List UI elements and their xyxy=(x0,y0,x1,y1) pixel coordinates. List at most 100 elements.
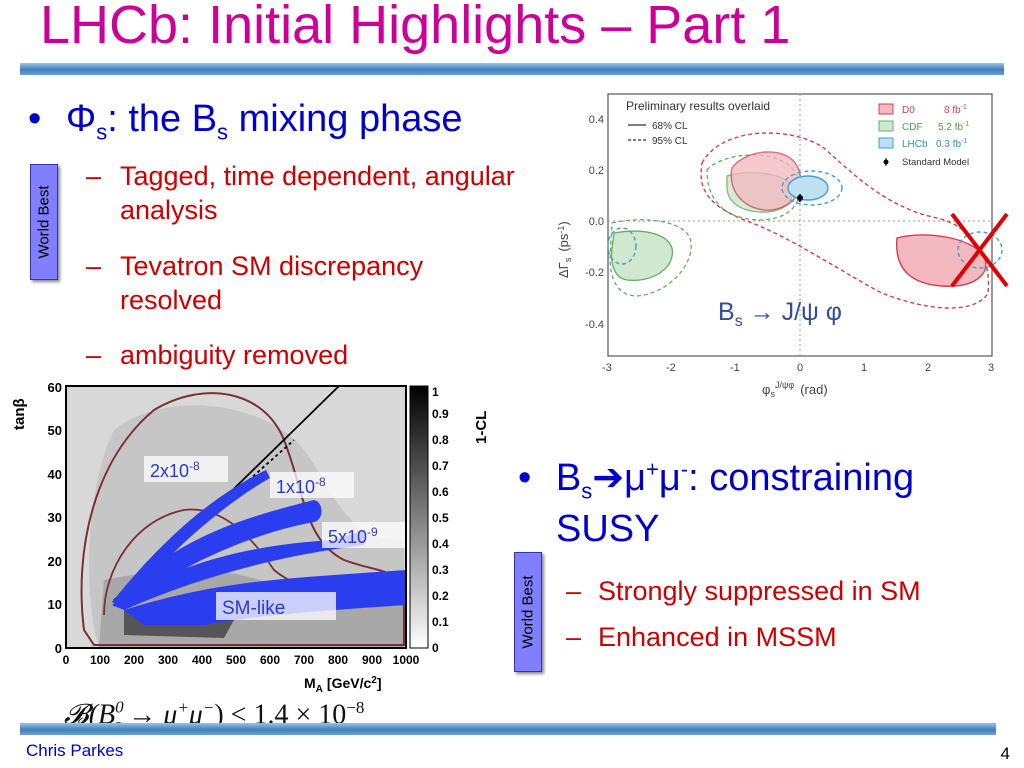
svg-text:800: 800 xyxy=(328,653,348,667)
svg-text:-2: -2 xyxy=(666,362,676,374)
world-best-badge-2: World Best xyxy=(514,552,542,672)
phi-sub: s xyxy=(96,119,108,145)
svg-text:0: 0 xyxy=(55,641,62,656)
svg-text:0.1: 0.1 xyxy=(432,615,449,629)
svg-text:0.2: 0.2 xyxy=(432,589,449,603)
footer-rule xyxy=(20,723,996,735)
sub-bullet-1-text: Tagged, time dependent, angular analysis xyxy=(120,161,515,225)
svg-text:-1: -1 xyxy=(730,362,740,374)
legend-title: Preliminary results overlaid xyxy=(626,99,770,113)
arrow-icon: ➔ xyxy=(592,457,625,499)
colorbar xyxy=(409,385,429,649)
band-label-4: SM-like xyxy=(222,598,285,619)
svg-text:1000: 1000 xyxy=(393,653,420,667)
svg-text:-3: -3 xyxy=(602,362,612,374)
world-best-text-2: World Best xyxy=(519,575,537,649)
lhcb-68-region xyxy=(787,175,829,201)
bullet-bsmumu-line2: SUSY xyxy=(556,508,660,550)
legend-cdf-lumi: 5.2 fb-1 xyxy=(938,121,969,133)
svg-text:30: 30 xyxy=(48,510,62,525)
sub-bullet-4-text: Strongly suppressed in SM xyxy=(598,576,921,606)
svg-text:2: 2 xyxy=(925,362,931,374)
susy-constraint-plot: 2x10-8 1x10-8 5x10-9 SM-like 1 0.9 0.8 0… xyxy=(4,370,494,696)
legend-lhcb-lumi: 0.3 fb-1 xyxy=(936,138,967,150)
page-number: 4 xyxy=(1000,744,1010,763)
svg-text:500: 500 xyxy=(226,653,246,667)
svg-text:100: 100 xyxy=(90,653,110,667)
svg-text:0.3: 0.3 xyxy=(432,563,449,577)
legend-d0-lumi: 8 fb-1 xyxy=(944,104,967,116)
plot1-y-ticks: 0.4 0.2 0.0 -0.2 -0.4 xyxy=(585,114,604,331)
svg-text:400: 400 xyxy=(192,653,212,667)
contour-outer xyxy=(80,392,405,646)
svg-text:60: 60 xyxy=(48,380,62,395)
sub-bullet-3: – ambiguity removed xyxy=(86,338,516,372)
colorbar-label: 1-CL xyxy=(473,411,490,444)
svg-text:0.0: 0.0 xyxy=(589,216,604,228)
legend-95: 95% CL xyxy=(652,136,688,147)
svg-text:600: 600 xyxy=(260,653,280,667)
bs-sub: s xyxy=(217,119,229,145)
title-rule xyxy=(20,63,1004,75)
svg-text:0.4: 0.4 xyxy=(432,537,449,551)
cdf-68-region xyxy=(610,230,673,282)
sub-bullet-5: – Enhanced in MSSM xyxy=(566,620,1016,654)
bullet-mid: : the B xyxy=(107,98,218,140)
plot2-x-label: MA [GeV/c2] xyxy=(304,675,382,695)
svg-text:0.5: 0.5 xyxy=(432,511,449,525)
svg-text:900: 900 xyxy=(362,653,382,667)
legend-cdf: CDF xyxy=(902,122,923,133)
svg-text:-0.2: -0.2 xyxy=(585,267,604,279)
lhcb-95-region xyxy=(781,170,843,206)
svg-text:700: 700 xyxy=(294,653,314,667)
slide-title: LHCb: Initial Highlights – Part 1 xyxy=(40,0,791,55)
svg-text:300: 300 xyxy=(158,653,178,667)
svg-text:0: 0 xyxy=(63,653,70,667)
bullet-tail: mixing phase xyxy=(228,98,463,140)
svg-text:0: 0 xyxy=(432,641,439,655)
plot2-x-ticks: 0 100 200 300 400 500 600 700 800 900 10… xyxy=(63,653,420,667)
sub-bullet-2: – Tevatron SM discrepancy resolved xyxy=(86,249,516,317)
svg-text:0.2: 0.2 xyxy=(589,165,604,177)
svg-text:10: 10 xyxy=(48,597,62,612)
svg-text:3: 3 xyxy=(988,362,994,374)
legend-d0: D0 xyxy=(902,105,915,116)
svg-text:20: 20 xyxy=(48,554,62,569)
sub-bullet-4: – Strongly suppressed in SM xyxy=(566,574,1016,608)
sub-bullet-3-text: ambiguity removed xyxy=(120,340,349,370)
band-label-2: 1x10-8 xyxy=(276,475,326,497)
bullet-dot-2: • xyxy=(518,457,532,499)
cdf-95-contour xyxy=(609,219,692,297)
footer-author: Chris Parkes xyxy=(26,741,124,760)
svg-text:50: 50 xyxy=(48,423,62,438)
lhcb-95-region-c xyxy=(607,227,637,265)
plot2-y-ticks: 60 50 40 30 20 10 0 xyxy=(48,380,62,656)
svg-text:0.8: 0.8 xyxy=(432,433,449,447)
sub-bullet-1: – Tagged, time dependent, angular analys… xyxy=(86,161,515,225)
svg-text:1: 1 xyxy=(432,385,439,399)
bullet-bsmumu: • Bs➔μ+μ-: constraining xyxy=(518,456,915,504)
phi-symbol: Φ xyxy=(65,98,97,140)
sub-bullet-2-text: Tevatron SM discrepancy resolved xyxy=(120,251,424,315)
band-1e-8 xyxy=(112,500,322,608)
bs-mixing-plot: Preliminary results overlaid 68% CL 95% … xyxy=(552,88,1012,408)
colorbar-ticks: 1 0.9 0.8 0.7 0.6 0.5 0.4 0.3 0.2 0.1 0 xyxy=(432,385,449,655)
bullet-dot: • xyxy=(28,98,42,140)
svg-text:-0.4: -0.4 xyxy=(585,319,604,331)
red-cross-icon xyxy=(950,212,1009,288)
plot1-x-label: φsJ/ψφ (rad) xyxy=(762,380,828,399)
band-5e-9 xyxy=(112,530,364,610)
svg-text:200: 200 xyxy=(124,653,144,667)
svg-text:0: 0 xyxy=(797,362,803,374)
decay-label: Bs → J/ψ φ xyxy=(718,298,842,330)
band-label-1: 2x10-8 xyxy=(150,459,200,481)
world-best-text-1: World Best xyxy=(35,185,53,259)
bullet-phis: • Φs: the Bs mixing phase xyxy=(28,98,463,146)
svg-text:0.7: 0.7 xyxy=(432,459,449,473)
band-label-3: 5x10-9 xyxy=(328,525,378,547)
legend-sm: Standard Model xyxy=(902,157,969,168)
svg-text:1: 1 xyxy=(861,362,867,374)
legend-lhcb: LHCb xyxy=(902,139,928,150)
lhcb-95-region-b xyxy=(957,231,1003,269)
world-best-badge-1: World Best xyxy=(30,164,58,280)
